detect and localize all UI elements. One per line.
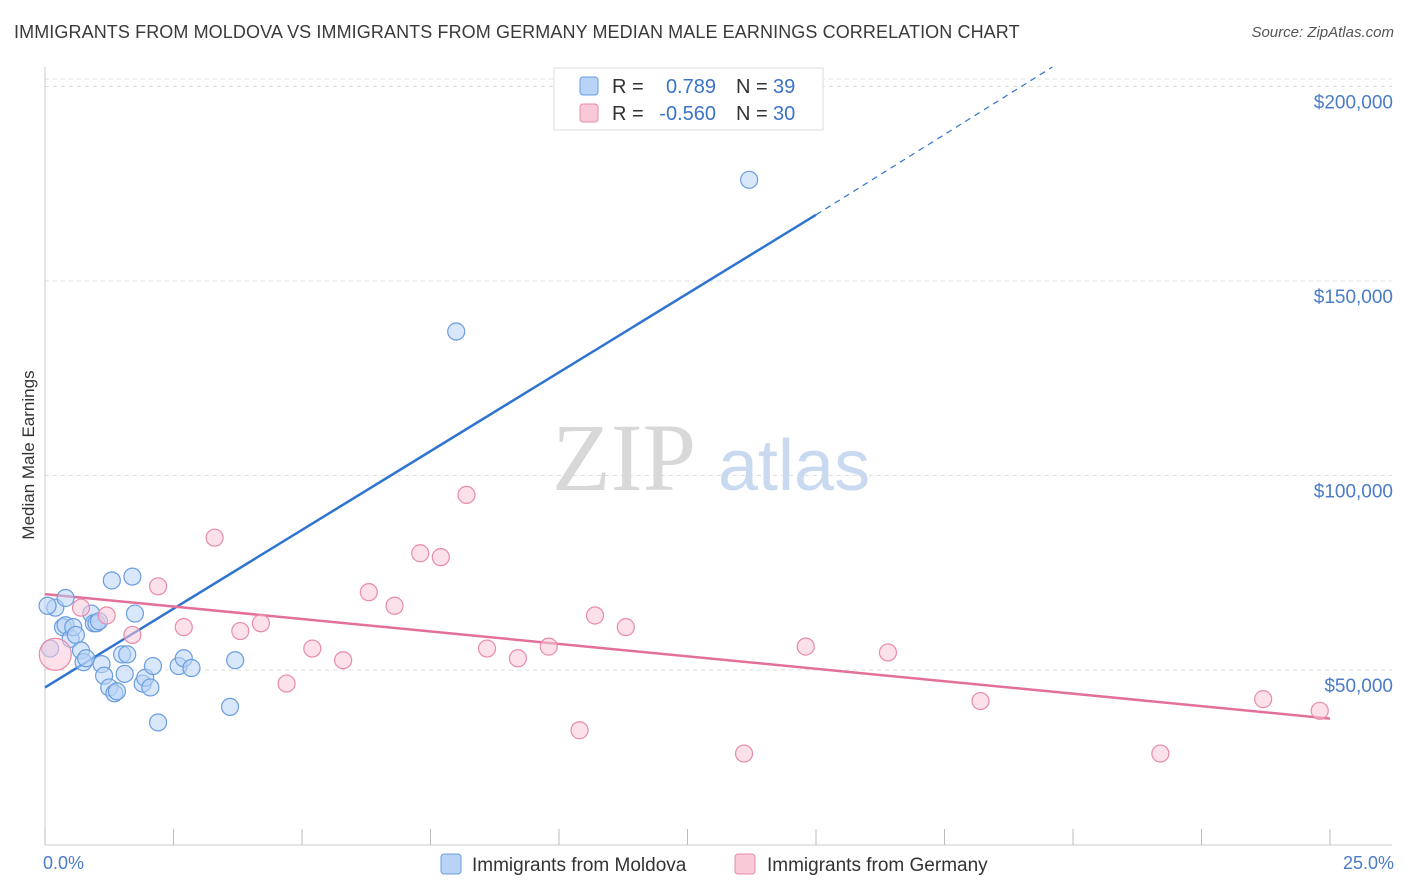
point-moldova-18: [102, 571, 121, 590]
point-germany-21: [585, 606, 605, 625]
point-germany-24: [796, 637, 815, 656]
x-tick-labels: 0.0% 25.0%: [43, 853, 1394, 873]
point-germany-11: [334, 651, 353, 670]
point-moldova-23: [118, 645, 137, 664]
x-tick-label-end: 25.0%: [1343, 853, 1394, 873]
point-germany-14: [411, 544, 430, 563]
legend-r-value-germany: -0.560: [659, 103, 716, 125]
watermark-zip: ZIP: [552, 404, 696, 511]
y-tick-label-2: $150,000: [1314, 287, 1393, 308]
point-germany-23: [734, 744, 754, 763]
legend-r-label-moldova: R =: [612, 76, 644, 98]
legend-n-value-moldova: 39: [773, 76, 795, 98]
trendlines: [44, 66, 1331, 720]
point-germany-15: [431, 548, 450, 567]
point-moldova-35: [226, 651, 245, 670]
point-germany-27: [1151, 744, 1170, 763]
point-moldova-30: [148, 713, 168, 732]
point-moldova-33: [182, 658, 201, 678]
legend-r-label-germany: R =: [612, 103, 644, 125]
y-tick-label-0: $50,000: [1324, 676, 1393, 697]
point-germany-12: [359, 583, 378, 602]
series-swatch-moldova: [440, 853, 462, 875]
chart-source: Source: ZipAtlas.com: [1251, 24, 1394, 41]
point-moldova-24: [123, 567, 142, 586]
point-moldova-25: [125, 604, 145, 623]
data-points: [38, 170, 1329, 763]
y-tick-label-3: $200,000: [1314, 92, 1393, 113]
point-moldova-22: [115, 664, 134, 683]
grid-lines: [45, 78, 1392, 671]
chart-title: IMMIGRANTS FROM MOLDOVA VS IMMIGRANTS FR…: [14, 22, 1020, 42]
point-germany-10: [303, 639, 322, 658]
series-label-germany: Immigrants from Germany: [767, 855, 988, 876]
point-moldova-29: [143, 656, 163, 676]
point-germany-17: [477, 639, 497, 658]
legend-swatch-moldova: [579, 76, 599, 96]
watermark-atlas: atlas: [718, 426, 870, 506]
point-moldova-28: [141, 678, 160, 697]
point-moldova-7: [66, 625, 85, 645]
point-moldova-20: [107, 682, 127, 701]
point-germany-20: [570, 721, 589, 740]
point-germany-26: [971, 691, 990, 711]
legend-r-value-moldova: 0.789: [666, 76, 716, 98]
point-germany-5: [174, 618, 193, 637]
point-moldova-4: [56, 588, 75, 608]
point-moldova-10: [77, 649, 96, 668]
legend-n-label-moldova: N =: [736, 76, 768, 98]
point-germany-28: [1254, 690, 1273, 709]
trendline-moldova-extension: [815, 66, 1053, 216]
point-moldova-37: [740, 170, 759, 189]
point-germany-29: [1310, 701, 1329, 720]
point-germany-25: [878, 643, 898, 662]
legend-swatch-germany: [579, 103, 599, 123]
point-germany-9: [277, 674, 296, 693]
point-germany-13: [385, 596, 404, 615]
point-germany-7: [231, 621, 250, 641]
axes: [44, 67, 1392, 846]
legend-n-label-germany: N =: [736, 103, 768, 125]
point-moldova-38: [38, 596, 57, 615]
point-germany-18: [508, 649, 527, 668]
y-tick-labels: $50,000 $100,000 $150,000 $200,000: [1314, 92, 1393, 697]
correlation-legend: R = 0.789 N = 39 R = -0.560 N = 30: [553, 67, 824, 131]
point-moldova-34: [220, 697, 240, 717]
series-label-moldova: Immigrants from Moldova: [472, 855, 687, 876]
x-tick-label-start: 0.0%: [43, 853, 84, 873]
watermark: ZIP atlas: [552, 404, 870, 511]
point-germany-1: [71, 598, 91, 617]
y-axis-label: Median Male Earnings: [19, 370, 38, 539]
y-tick-label-1: $100,000: [1314, 481, 1393, 502]
point-germany-4: [148, 577, 168, 596]
point-germany-6: [205, 528, 224, 547]
point-germany-16: [457, 485, 476, 504]
point-germany-0: [38, 637, 72, 671]
point-germany-19: [539, 637, 558, 656]
series-swatch-germany: [734, 853, 756, 875]
series-legend: Immigrants from Moldova Immigrants from …: [440, 853, 988, 876]
legend-box: [553, 67, 824, 131]
point-germany-3: [123, 625, 142, 645]
trendline-moldova: [44, 213, 817, 689]
legend-n-value-germany: 30: [773, 103, 795, 125]
point-germany-2: [97, 606, 116, 625]
point-moldova-36: [447, 322, 466, 341]
point-germany-8: [251, 614, 270, 633]
point-germany-22: [616, 618, 635, 637]
